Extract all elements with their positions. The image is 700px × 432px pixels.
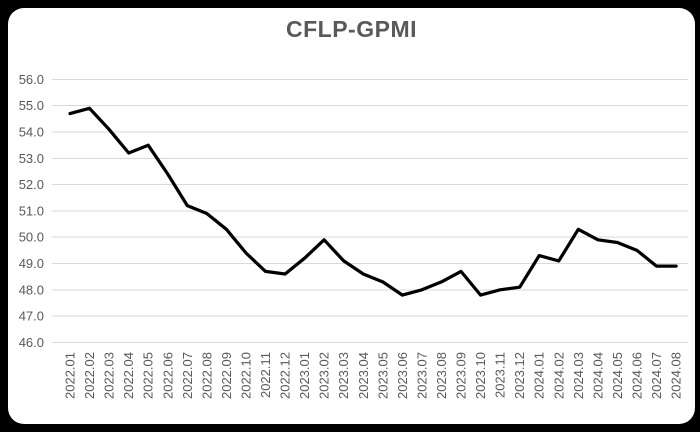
x-axis-tick-label: 2023.08 <box>434 352 449 399</box>
x-axis-tick-label: 2024.03 <box>571 352 586 399</box>
x-axis-tick-label: 2022.05 <box>141 352 156 399</box>
y-axis-tick-label: 50.0 <box>19 230 44 245</box>
x-axis-tick-label: 2023.01 <box>297 352 312 399</box>
x-axis-tick-label: 2024.04 <box>590 352 605 399</box>
x-axis-tick-label: 2022.10 <box>238 352 253 399</box>
y-axis-tick-label: 54.0 <box>19 125 44 140</box>
x-axis-tick-label: 2024.05 <box>610 352 625 399</box>
x-axis-tick-label: 2022.09 <box>219 352 234 399</box>
x-axis-tick-label: 2024.01 <box>532 352 547 399</box>
x-axis-tick-label: 2023.06 <box>395 352 410 399</box>
x-axis-tick-label: 2023.07 <box>414 352 429 399</box>
y-axis-tick-label: 49.0 <box>19 256 44 271</box>
x-axis-tick-label: 2023.09 <box>454 352 469 399</box>
x-axis-tick-label: 2022.08 <box>199 352 214 399</box>
y-axis-tick-label: 46.0 <box>19 335 44 350</box>
y-axis-tick-label: 56.0 <box>19 72 44 87</box>
x-axis-tick-label: 2022.02 <box>82 352 97 399</box>
y-axis-tick-label: 47.0 <box>19 309 44 324</box>
x-axis-tick-label: 2024.06 <box>629 352 644 399</box>
x-axis-tick-label: 2023.02 <box>317 352 332 399</box>
x-axis-tick-label: 2022.01 <box>63 352 78 399</box>
chart-title: CFLP-GPMI <box>286 16 417 42</box>
x-axis-tick-label: 2022.12 <box>278 352 293 399</box>
x-axis-tick-label: 2023.10 <box>473 352 488 399</box>
x-axis-tick-label: 2022.07 <box>180 352 195 399</box>
x-axis-tick-label: 2023.11 <box>493 352 508 398</box>
x-axis-tick-label: 2022.06 <box>160 352 175 399</box>
x-axis-tick-label: 2024.07 <box>649 352 664 399</box>
x-axis-tick-label: 2024.08 <box>669 352 684 399</box>
x-axis-tick-label: 2022.03 <box>102 352 117 399</box>
x-axis-tick-label: 2024.02 <box>551 352 566 399</box>
x-axis-tick-label: 2023.05 <box>375 352 390 399</box>
y-axis-tick-label: 48.0 <box>19 282 44 297</box>
y-axis-tick-label: 55.0 <box>19 98 44 113</box>
y-axis-tick-label: 53.0 <box>19 151 44 166</box>
x-axis-tick-label: 2023.12 <box>512 352 527 399</box>
y-axis-tick-label: 51.0 <box>19 203 44 218</box>
y-axis-tick-label: 52.0 <box>19 177 44 192</box>
x-axis-tick-label: 2023.03 <box>336 352 351 399</box>
x-axis-tick-label: 2023.04 <box>356 352 371 399</box>
chart-card <box>8 8 695 424</box>
x-axis-tick-label: 2022.04 <box>121 352 136 399</box>
x-axis-tick-label: 2022.11 <box>258 352 273 398</box>
data-series-line <box>68 106 678 297</box>
